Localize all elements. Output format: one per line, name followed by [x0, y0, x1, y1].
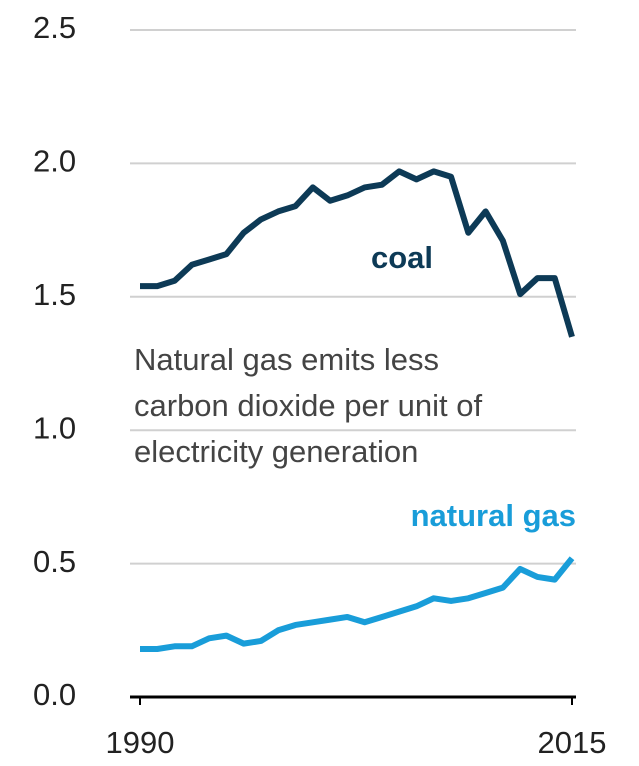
y-tick-label: 0.0: [33, 677, 76, 712]
series-line: [140, 168, 575, 338]
annotation: electricity generation: [134, 434, 418, 469]
series-label: natural gas: [411, 498, 576, 533]
x-tick-label: 2015: [538, 725, 607, 760]
annotation: carbon dioxide per unit of: [134, 388, 483, 423]
series-line: [140, 556, 575, 652]
y-tick-label: 2.5: [33, 10, 76, 45]
x-tick-label: 1990: [106, 725, 175, 760]
y-tick-label: 0.5: [33, 544, 76, 579]
series-label: coal: [371, 240, 433, 275]
y-tick-label: 1.0: [33, 410, 76, 445]
annotation: Natural gas emits less: [134, 342, 439, 377]
y-tick-label: 2.0: [33, 144, 76, 179]
y-tick-label: 1.5: [33, 277, 76, 312]
